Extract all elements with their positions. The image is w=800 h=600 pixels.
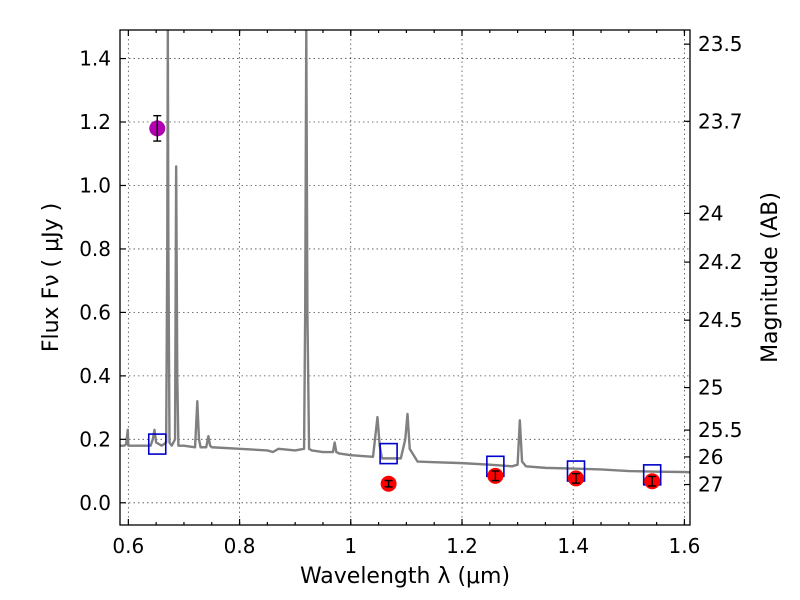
right-tick-label: 23.7 xyxy=(698,109,743,133)
model-box-marker xyxy=(379,442,398,465)
right-tick-label: 26 xyxy=(698,445,723,469)
y-tick-label: 0.6 xyxy=(79,300,111,324)
y-axis-label: Flux Fν ( μJy ) xyxy=(39,203,64,352)
y-tick-label: 0.2 xyxy=(79,427,111,451)
right-tick-label: 27 xyxy=(698,473,723,497)
model-box-marker xyxy=(147,433,167,455)
x-tick-label: 1 xyxy=(344,534,357,558)
y-tick-label: 0.8 xyxy=(79,237,111,261)
y-tick-label: 0.0 xyxy=(79,491,111,515)
right-tick-label: 24.2 xyxy=(698,250,743,274)
y-tick-label: 1.4 xyxy=(79,47,111,71)
right-tick-label: 25.5 xyxy=(698,418,743,442)
x-tick-label: 0.6 xyxy=(112,534,144,558)
y-tick-label: 1.0 xyxy=(79,173,111,197)
right-tick-label: 25 xyxy=(698,376,723,400)
plot-frame xyxy=(119,29,691,526)
right-axis-label: Magnitude (AB) xyxy=(758,192,783,363)
x-axis-label: Wavelength λ (μm) xyxy=(300,564,510,589)
right-tick-label: 23.5 xyxy=(698,32,743,56)
x-tick-label: 0.8 xyxy=(224,534,256,558)
x-tick-label: 1.6 xyxy=(669,534,701,558)
right-tick-label: 24.5 xyxy=(698,308,743,332)
grid-lines xyxy=(120,30,690,525)
right-tick-label: 24 xyxy=(698,201,723,225)
spectrum-line xyxy=(120,30,690,474)
x-tick-label: 1.4 xyxy=(557,534,589,558)
y-tick-label: 0.4 xyxy=(79,364,111,388)
y-tick-label: 1.2 xyxy=(79,110,111,134)
spectrum-series xyxy=(120,30,690,474)
axis-ticks xyxy=(120,30,690,525)
observed-point-series xyxy=(149,114,661,492)
tick-labels: 0.6 0.8 1 1.2 1.4 1.6 0.0 0.2 0.4 0.6 0.8 1.0 1.2 1.4… xyxy=(79,32,742,558)
x-tick-label: 1.2 xyxy=(446,534,478,558)
